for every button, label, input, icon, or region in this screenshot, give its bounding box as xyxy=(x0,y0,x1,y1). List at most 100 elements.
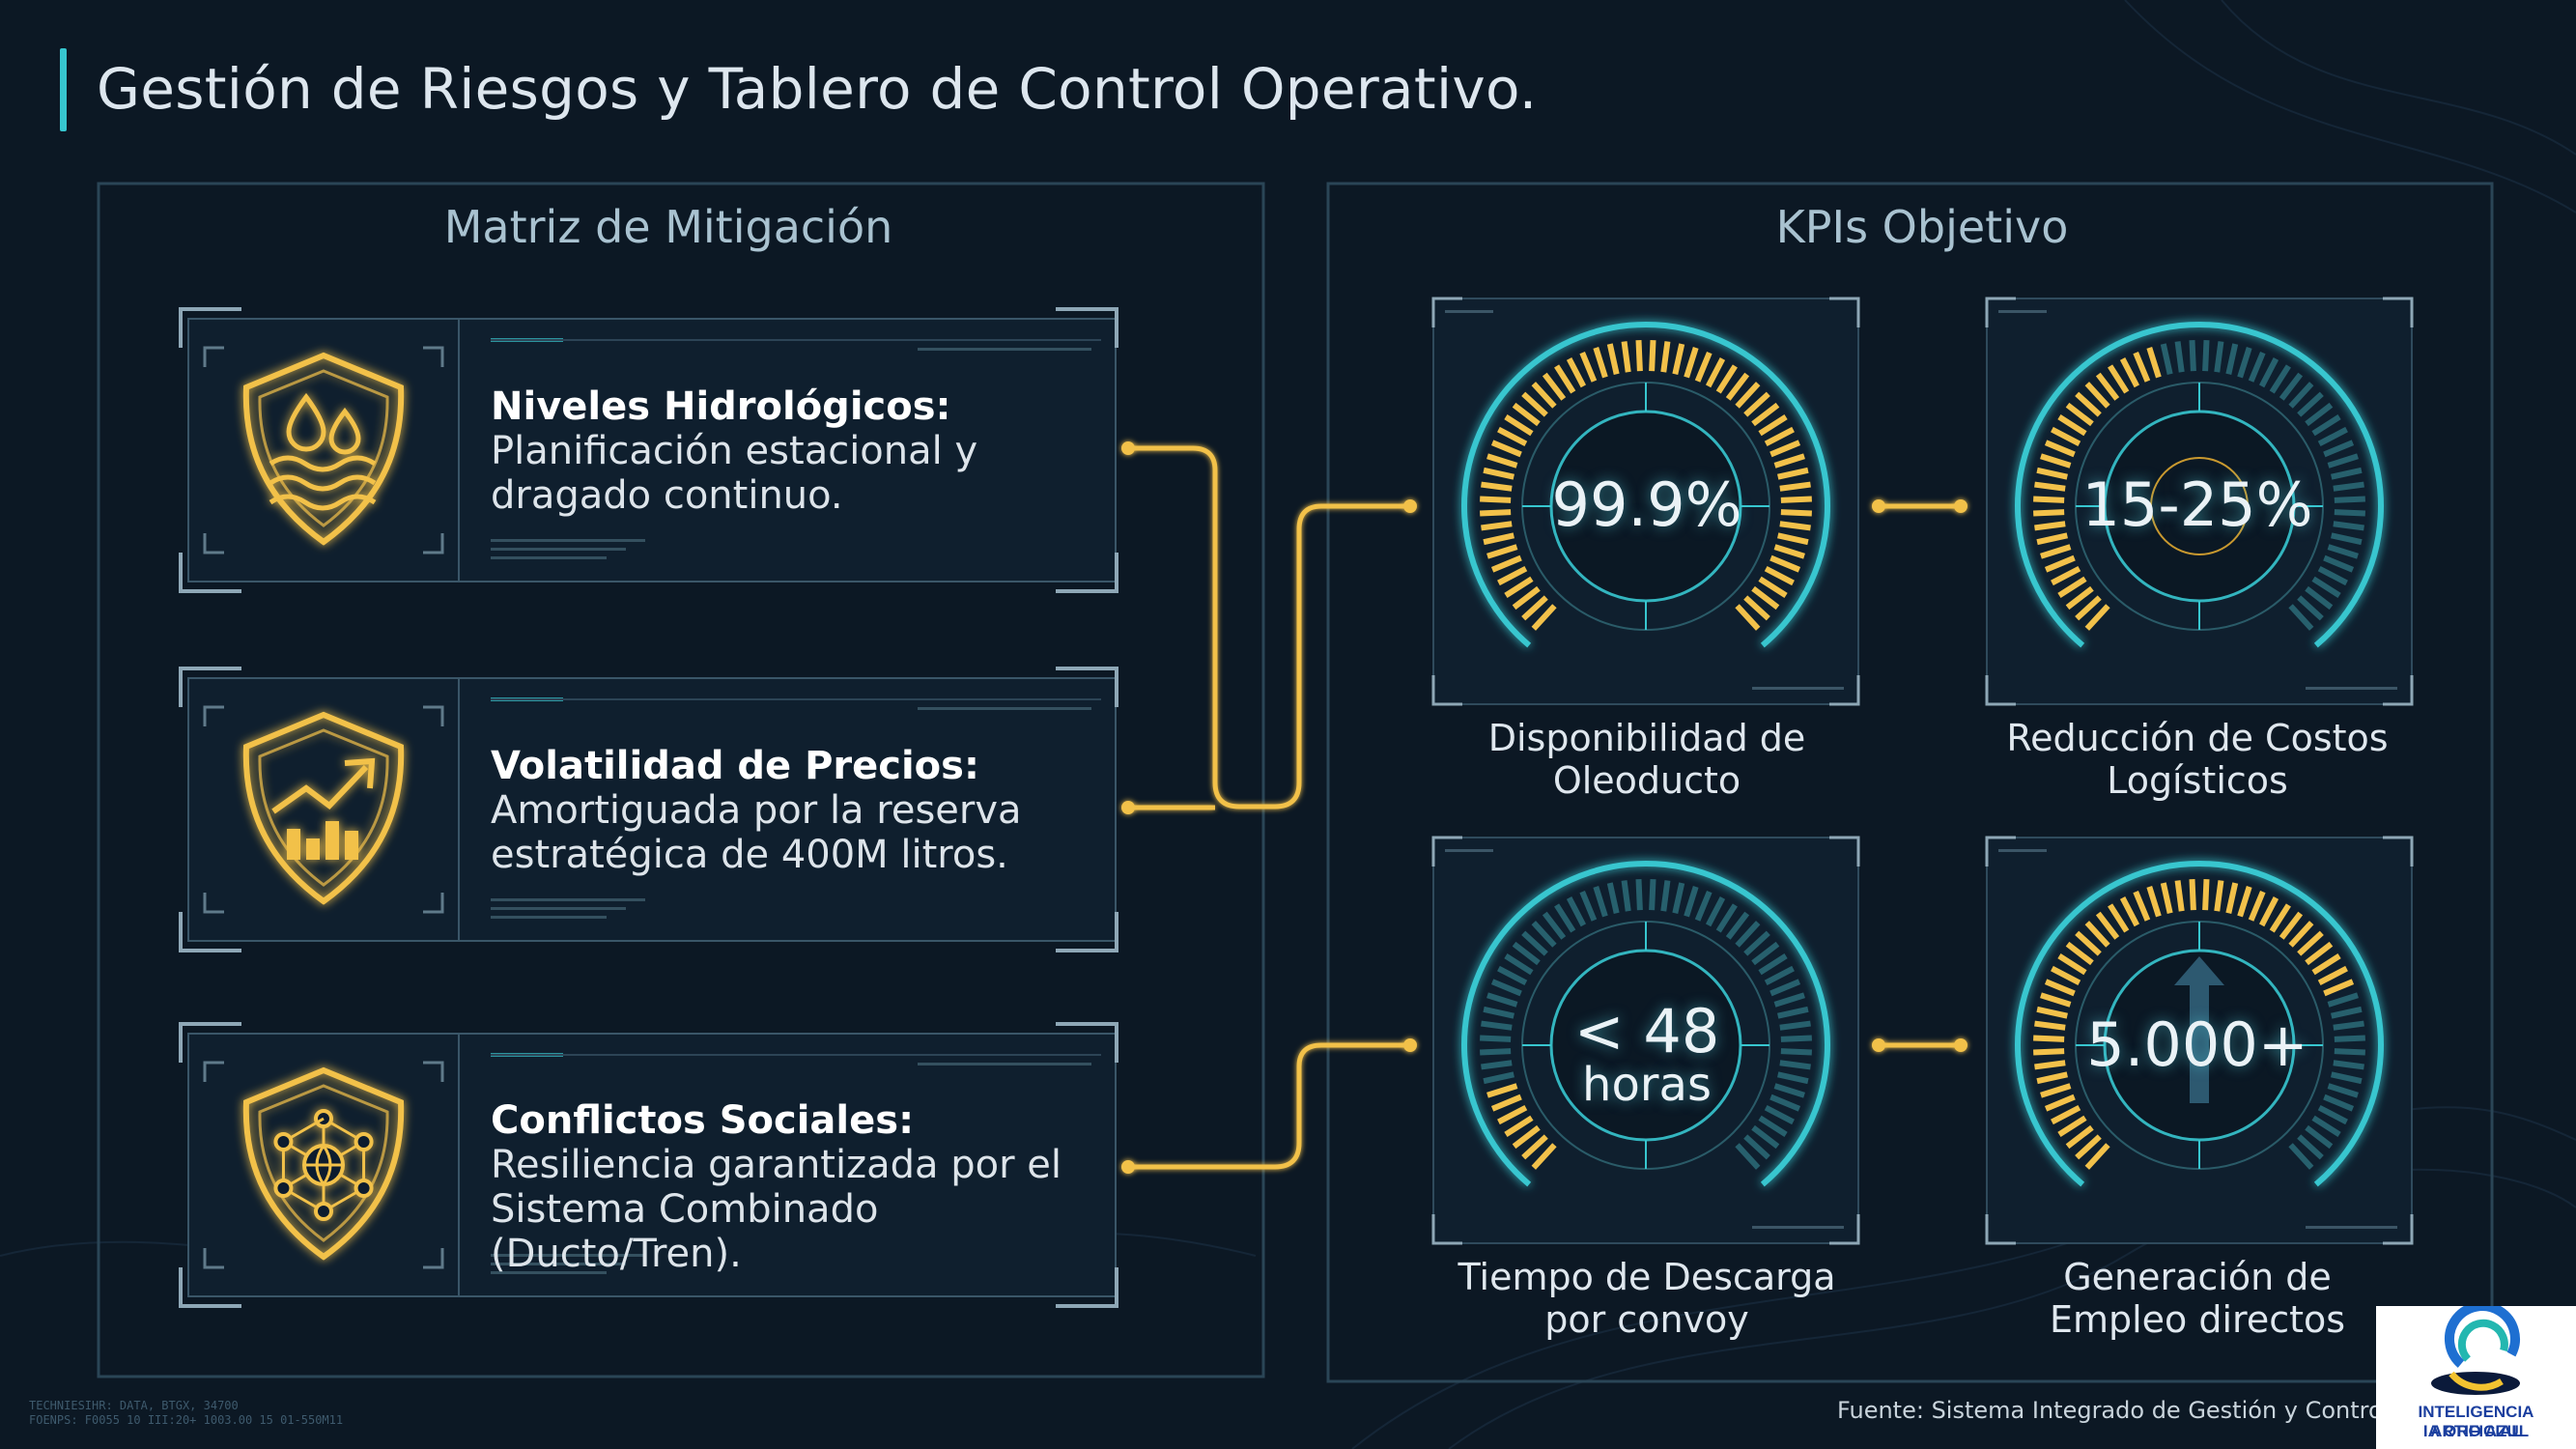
gauge-segment xyxy=(2084,382,2110,409)
gauge-segment xyxy=(2202,879,2210,911)
gauge-segment xyxy=(1481,521,1513,531)
gauge-segment xyxy=(1490,440,1522,458)
gauge-segment xyxy=(1566,896,1587,927)
gauge-segment xyxy=(1531,1143,1557,1170)
card-corner xyxy=(1056,667,1118,707)
gauge-segment xyxy=(2036,467,2068,480)
kpi-panel-frame xyxy=(1326,182,2494,1383)
gauge-micro-text xyxy=(1445,310,1493,313)
gauge-segment xyxy=(1566,357,1587,388)
gauge-segment xyxy=(1758,953,1788,976)
gauge-segment xyxy=(2327,1083,2359,1098)
gauge-segment xyxy=(1715,903,1738,933)
icon-frame-corner xyxy=(203,533,224,554)
card-corner xyxy=(1056,307,1118,348)
gauge-segment xyxy=(1621,341,1631,373)
gauge-segment xyxy=(2036,1071,2068,1085)
gauge-segment xyxy=(2305,402,2334,427)
gauge-segment xyxy=(2189,340,2196,372)
gauge-segment xyxy=(1751,585,1780,611)
gauge-segment xyxy=(1606,882,1620,914)
gauge-segment xyxy=(1743,391,1770,417)
gauge-segment xyxy=(1490,979,1522,997)
gauge-segment xyxy=(2317,965,2348,986)
gauge-availability xyxy=(1431,297,1860,706)
gauge-segment xyxy=(1554,903,1576,933)
card-micro-text xyxy=(491,539,645,542)
card-corner xyxy=(179,1267,241,1308)
gauge-segment xyxy=(1780,496,1812,503)
shield-inner xyxy=(258,369,389,527)
gauge-segment xyxy=(2288,382,2314,409)
gauge-segment xyxy=(1694,351,1713,383)
gauge-segment xyxy=(1777,1006,1809,1019)
gauge-corner xyxy=(2383,1214,2414,1245)
kpi-unload-time-label-line1: Tiempo de Descarga xyxy=(1458,1256,1836,1298)
gauge-segment xyxy=(2084,604,2110,631)
gauge-segment xyxy=(1672,343,1685,375)
card-corner xyxy=(179,553,241,593)
card-corner xyxy=(1056,912,1118,952)
gauge-segment xyxy=(2036,1006,2068,1019)
gauge-segment xyxy=(2331,1071,2363,1085)
gauge-segment xyxy=(2331,467,2363,480)
gauge-segment xyxy=(1743,1134,1770,1160)
gauge-segment xyxy=(2311,414,2341,437)
gauge-outer-arc xyxy=(2015,322,2384,648)
gauge-segment xyxy=(2288,1143,2314,1170)
rising-chart-shield-icon xyxy=(242,711,405,905)
kpi-cost-reduction-value: 15-25% xyxy=(2081,469,2313,540)
gauge-segment xyxy=(2160,882,2173,914)
gauge-segment xyxy=(2065,941,2094,966)
gauge-segment xyxy=(2311,1115,2341,1137)
gauge-segment xyxy=(1694,890,1713,922)
gauge-segment xyxy=(1579,890,1598,922)
gauge-segment xyxy=(2146,347,2162,379)
gauge-segment xyxy=(2160,343,2173,375)
gauge-segment xyxy=(1497,426,1528,447)
network-node xyxy=(314,1202,333,1221)
gauge-segment xyxy=(2297,1134,2324,1160)
gauge-segment xyxy=(2133,890,2151,922)
gauge-segment xyxy=(1486,453,1518,469)
gauge-segment xyxy=(2248,890,2266,922)
gauge-segment xyxy=(2040,1083,2072,1098)
gauge-segment xyxy=(2075,595,2102,621)
gauge-segment xyxy=(1725,911,1750,940)
gauge-segment xyxy=(1751,941,1780,966)
kpi-availability-label-line1: Disponibilidad de xyxy=(1487,717,1806,759)
shield-inner xyxy=(258,728,389,887)
gauge-segment xyxy=(2214,341,2224,373)
card-micro-text xyxy=(491,916,607,919)
gauge-segment xyxy=(2119,357,2140,388)
gauge-segment xyxy=(1758,1115,1788,1137)
gauge-segment xyxy=(2327,992,2359,1008)
gauge-segment xyxy=(1480,1035,1512,1042)
gauge-segment xyxy=(2317,565,2348,586)
connector-dots xyxy=(1121,441,1967,1174)
kpi-employment-label-line2: Empleo directos xyxy=(2049,1298,2346,1341)
bar-shape xyxy=(306,838,320,860)
connector-lines xyxy=(1128,445,1961,1170)
gauge-segment xyxy=(2311,953,2341,976)
kpi-availability-value: 99.9% xyxy=(1551,469,1742,540)
gauge-segment xyxy=(1735,382,1761,409)
gauge-segment xyxy=(2317,1104,2348,1125)
gauge-segment xyxy=(2225,343,2239,375)
drop-shape xyxy=(286,392,326,452)
gauge-segment xyxy=(1542,911,1567,940)
gauge-corner xyxy=(1431,836,1462,867)
gauge-segment xyxy=(2095,911,2120,940)
gauge-segment xyxy=(1531,604,1557,631)
trend-line xyxy=(271,764,369,814)
gauge-segment xyxy=(1758,414,1788,437)
trend-arrowhead xyxy=(344,757,376,789)
gauge-segment xyxy=(1777,467,1809,480)
gauge-segment xyxy=(2051,1104,2081,1125)
gauge-micro-text xyxy=(1752,687,1844,690)
gauge-segment xyxy=(2334,496,2365,503)
gauge-segment xyxy=(2311,576,2341,598)
drop-shape xyxy=(328,407,361,455)
gauge-segment xyxy=(1705,896,1726,927)
gauge-segment xyxy=(2237,886,2252,918)
